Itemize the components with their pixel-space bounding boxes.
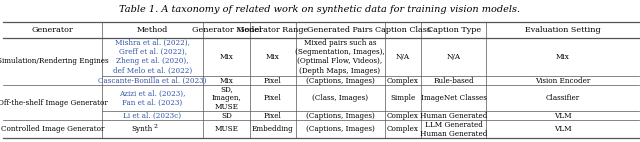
Text: SD,
Imagen,
MUSE: SD, Imagen, MUSE — [212, 85, 241, 111]
Text: Pixel: Pixel — [264, 111, 282, 120]
Text: Caption Class: Caption Class — [375, 26, 431, 34]
Text: VLM: VLM — [554, 125, 572, 133]
Text: Generator Range: Generator Range — [237, 26, 308, 34]
Text: Rule-based: Rule-based — [433, 77, 474, 85]
Text: MUSE: MUSE — [214, 125, 239, 133]
Text: Evaluation Setting: Evaluation Setting — [525, 26, 600, 34]
Text: Mix: Mix — [266, 53, 280, 61]
Text: Mixed pairs such as
(Segmentation, Images),
(Optimal Flow, Videos),
(Depth Maps,: Mixed pairs such as (Segmentation, Image… — [295, 39, 385, 75]
Text: Synth: Synth — [131, 125, 152, 133]
Text: Controlled Image Generator: Controlled Image Generator — [1, 125, 104, 133]
Text: Method: Method — [137, 26, 168, 34]
Text: Generator Model: Generator Model — [192, 26, 261, 34]
Text: N/A: N/A — [447, 53, 461, 61]
Text: SD: SD — [221, 111, 232, 120]
Text: N/A: N/A — [396, 53, 410, 61]
Text: Pixel: Pixel — [264, 77, 282, 85]
Text: Vision Encoder: Vision Encoder — [535, 77, 590, 85]
Text: Mix: Mix — [220, 53, 234, 61]
Text: VLM: VLM — [554, 111, 572, 120]
Text: Complex: Complex — [387, 77, 419, 85]
Text: Simulation/Rendering Engines: Simulation/Rendering Engines — [0, 58, 108, 65]
Text: Generator: Generator — [31, 26, 74, 34]
Text: (Captions, Images): (Captions, Images) — [305, 77, 374, 85]
Text: Li et al. (2023c): Li et al. (2023c) — [124, 111, 182, 120]
Text: Simple: Simple — [390, 94, 415, 102]
Text: Classifier: Classifier — [545, 94, 580, 102]
Text: (Class, Images): (Class, Images) — [312, 94, 368, 102]
Text: Embedding: Embedding — [252, 125, 294, 133]
Text: Complex: Complex — [387, 111, 419, 120]
Text: (Captions, Images): (Captions, Images) — [305, 111, 374, 120]
Text: Human Generated: Human Generated — [420, 111, 488, 120]
Text: Off-the-shelf Image Generator: Off-the-shelf Image Generator — [0, 99, 108, 107]
Text: Azizi et al. (2023),
Fan et al. (2023): Azizi et al. (2023), Fan et al. (2023) — [119, 89, 186, 107]
Text: LLM Generated
Human Generated: LLM Generated Human Generated — [420, 121, 488, 138]
Text: Mishra et al. (2022),
Greff et al. (2022),
Zheng et al. (2020),
def Melo et al. : Mishra et al. (2022), Greff et al. (2022… — [113, 39, 192, 75]
Text: Mix: Mix — [220, 77, 234, 85]
Text: Caption Type: Caption Type — [427, 26, 481, 34]
Text: Complex: Complex — [387, 125, 419, 133]
Text: Generated Pairs: Generated Pairs — [307, 26, 373, 34]
Text: (Captions, Images): (Captions, Images) — [305, 125, 374, 133]
Text: Cascante-Bonilla et al. (2023): Cascante-Bonilla et al. (2023) — [99, 77, 207, 85]
Text: Table 1. A taxonomy of related work on synthetic data for training vision models: Table 1. A taxonomy of related work on s… — [120, 5, 520, 14]
Text: Pixel: Pixel — [264, 94, 282, 102]
Text: ImageNet Classes: ImageNet Classes — [421, 94, 487, 102]
Text: Mix: Mix — [556, 53, 570, 61]
Text: 2: 2 — [153, 124, 157, 129]
